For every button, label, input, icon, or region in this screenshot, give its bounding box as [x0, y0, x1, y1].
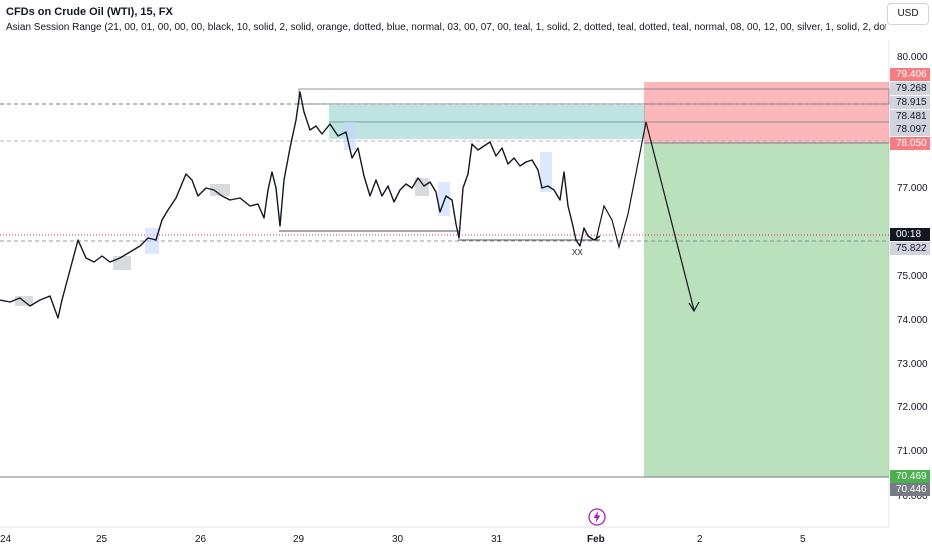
- price-label: 75.822: [890, 242, 930, 255]
- price-label: 70.446: [890, 483, 930, 496]
- price-label: 79.406: [890, 68, 930, 81]
- projection-arrowhead: [688, 301, 700, 313]
- symbol-title[interactable]: CFDs on Crude Oil (WTI), 15, FX: [6, 6, 173, 18]
- price-tick: 72.000: [897, 402, 928, 413]
- price-tick: 70.000: [897, 491, 928, 502]
- price-label: 78.050: [890, 137, 930, 150]
- price-tick: 80.000: [897, 52, 928, 63]
- price-tick: 73.000: [897, 359, 928, 370]
- price-tick: 74.000: [897, 315, 928, 326]
- session-box: [145, 228, 159, 254]
- currency-button[interactable]: USD: [887, 3, 929, 25]
- price-label: 78.097: [890, 123, 930, 136]
- session-box: [344, 122, 356, 150]
- session-box: [113, 256, 131, 270]
- projection-path: [595, 121, 695, 311]
- lightning-icon[interactable]: [588, 508, 606, 526]
- time-tick: 24: [0, 534, 12, 545]
- time-tick: 31: [491, 534, 503, 545]
- price-label: 70.469: [890, 470, 930, 483]
- session-box: [540, 152, 552, 192]
- time-tick: 30: [392, 534, 404, 545]
- price-label: 00:18: [890, 228, 930, 241]
- time-tick: 5: [800, 534, 806, 545]
- xx-marker: XX: [572, 248, 583, 257]
- stop-loss-zone: [644, 82, 889, 143]
- indicator-legend[interactable]: Asian Session Range (21, 00, 01, 00, 00,…: [6, 22, 886, 33]
- price-label: 78.915: [890, 96, 930, 109]
- time-tick: Feb: [587, 534, 605, 545]
- time-tick: 25: [96, 534, 108, 545]
- price-tick: 71.000: [897, 446, 928, 457]
- session-box: [210, 184, 230, 196]
- session-box: [415, 178, 429, 196]
- time-tick: 29: [293, 534, 305, 545]
- price-label: 78.481: [890, 110, 930, 123]
- take-profit-zone: [644, 143, 889, 477]
- price-tick: 77.000: [897, 183, 928, 194]
- time-tick: 26: [195, 534, 207, 545]
- price-chart[interactable]: XX: [0, 40, 932, 550]
- price-label: 79.268: [890, 82, 930, 95]
- time-tick: 2: [697, 534, 703, 545]
- price-tick: 75.000: [897, 271, 928, 282]
- price-series: [0, 91, 601, 319]
